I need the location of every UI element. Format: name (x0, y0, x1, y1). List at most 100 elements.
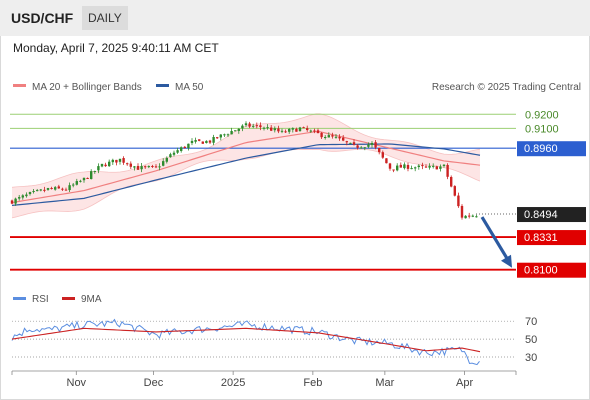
candle-body (338, 136, 341, 139)
legend: MA 20 + Bollinger Bands MA 50 Research ©… (13, 82, 581, 93)
candle-body (25, 194, 28, 197)
rsi-legend-label: RSI (32, 294, 49, 305)
forecast-arrow-head (501, 254, 512, 268)
credit-text: Research © 2025 Trading Central (432, 82, 581, 93)
candle-body (144, 166, 147, 168)
candle-body (162, 161, 165, 166)
candle-body (216, 137, 219, 139)
candle-body (61, 188, 64, 190)
candle-body (457, 195, 460, 207)
x-axis: Nov Dec 2025 Feb Mar Apr (11, 370, 517, 389)
candle-body (68, 185, 71, 191)
rsi-ma-legend-label: 9MA (81, 294, 102, 305)
candle-body (352, 142, 356, 145)
candle-body (453, 186, 456, 196)
candle-body (424, 166, 428, 168)
candle-body (241, 125, 244, 129)
level-box-0.8960 (517, 141, 586, 157)
candle-body (324, 137, 327, 139)
candle-body (10, 200, 14, 204)
candle-body (43, 189, 46, 191)
x-tick-label-Dec: Dec (144, 377, 164, 389)
candle-body (46, 188, 50, 190)
candle-body (64, 189, 68, 191)
rsi-tick-70: 70 (525, 316, 537, 328)
candle-body (428, 165, 431, 168)
candle-body (223, 134, 226, 136)
candle-body (140, 166, 143, 170)
candle-body (108, 161, 111, 167)
candle-body (435, 166, 438, 170)
ma20-line (11, 130, 481, 204)
candle-body (417, 165, 420, 168)
level-label-0.8100: 0.8100 (524, 265, 558, 277)
candle-body (176, 150, 179, 153)
symbol-title: USD/CHF (11, 10, 74, 26)
candle-body (406, 164, 410, 169)
candle-body (392, 169, 395, 171)
candle-body (14, 198, 17, 204)
candle-body (183, 146, 186, 148)
candle-body (331, 135, 334, 137)
candle-body (468, 215, 471, 217)
candle-body (129, 163, 132, 167)
candle-body (471, 215, 474, 217)
candle-body (378, 147, 381, 153)
candle-body (208, 140, 212, 143)
candle-body (201, 141, 204, 144)
timestamp: Monday, April 7, 2025 9:40:11 AM CET (13, 41, 219, 55)
candle-body (414, 167, 417, 169)
candle-body (291, 128, 294, 130)
candle-body (334, 136, 338, 138)
forecast-arrow-shaft (480, 216, 511, 263)
candle-body (28, 192, 32, 195)
candle-body (345, 141, 348, 143)
candle-body (226, 134, 230, 136)
candle-body (410, 168, 413, 170)
period-button[interactable]: DAILY (82, 6, 128, 30)
price-level-labels: 0.9200 0.9100 0.8960 0.8494 0.8331 0.8100 (517, 109, 586, 278)
candle-body (194, 140, 197, 142)
candle-body (21, 195, 24, 198)
ma20-legend-label: MA 20 + Bollinger Bands (32, 82, 142, 93)
candle-body (252, 125, 255, 127)
candle-body (93, 171, 96, 173)
candle-body (370, 142, 374, 145)
x-tick-label-Nov: Nov (67, 377, 87, 389)
candle-body (360, 147, 363, 149)
candle-body (288, 128, 291, 132)
candle-body (212, 137, 215, 143)
candle-body (439, 166, 442, 169)
candle-body (342, 137, 345, 141)
candle-body (277, 128, 280, 132)
candle-body (385, 158, 388, 164)
candle-body (97, 166, 100, 171)
candle-body (374, 142, 377, 148)
candle-body (133, 166, 136, 168)
candle-body (100, 163, 104, 167)
candle-body (190, 140, 194, 144)
candle-body (115, 159, 118, 163)
candle-body (298, 127, 302, 132)
candle-body (259, 125, 262, 128)
moving-averages (11, 130, 481, 207)
candle-body (262, 127, 266, 129)
candle-body (32, 191, 35, 193)
candle-body (122, 158, 125, 163)
candle-body (367, 144, 370, 147)
level-box-0.8331 (517, 230, 586, 246)
candle-body (363, 147, 366, 149)
ma50-legend-swatch (156, 84, 169, 87)
ma50-legend-label: MA 50 (175, 82, 204, 93)
candle-body (169, 154, 172, 158)
ma50-line (11, 143, 481, 207)
rsi-ma-legend-swatch (62, 297, 75, 300)
candle-body (403, 164, 406, 169)
x-tick-label-Feb: Feb (303, 377, 322, 389)
header-bar: USD/CHF DAILY (0, 0, 590, 36)
candle-body (320, 132, 323, 138)
candle-body (248, 123, 251, 127)
candle-body (421, 165, 424, 167)
candle-body (198, 139, 201, 141)
candle-body (39, 189, 42, 191)
